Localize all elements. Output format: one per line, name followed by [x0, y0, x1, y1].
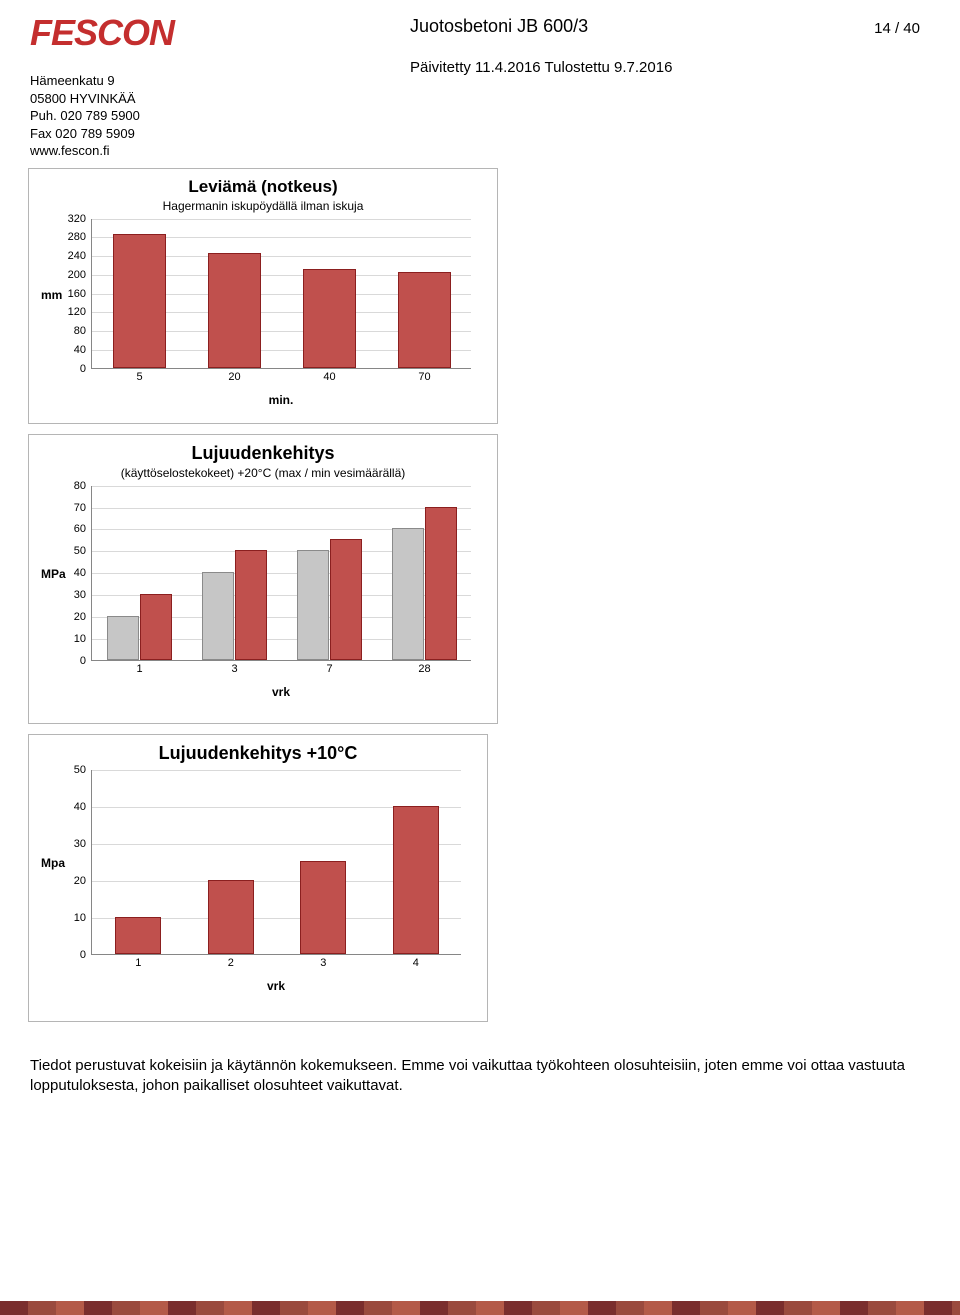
- address-line2: 05800 HYVINKÄÄ: [30, 90, 230, 108]
- x-tick: 3: [231, 660, 237, 675]
- bar: [425, 507, 457, 660]
- bar: [330, 539, 362, 659]
- y-tick: 320: [68, 213, 92, 225]
- chart-lujuudenkehitys-20c: Lujuudenkehitys (käyttöselostekokeet) +20…: [28, 434, 498, 724]
- plot-area: 040801201602002402803205204070: [91, 219, 471, 369]
- y-axis-label: MPa: [41, 567, 66, 581]
- y-tick: 70: [74, 502, 92, 514]
- x-tick: 3: [320, 954, 326, 969]
- gridline: [92, 508, 471, 509]
- y-tick: 120: [68, 306, 92, 318]
- y-tick: 40: [74, 567, 92, 579]
- address-line1: Hämeenkatu 9: [30, 72, 230, 90]
- chart-subtitle: (käyttöselostekokeet) +20°C (max / min v…: [39, 466, 487, 480]
- company-address: Hämeenkatu 9 05800 HYVINKÄÄ Puh. 020 789…: [30, 72, 230, 160]
- bar: [107, 616, 139, 660]
- doc-dates: Päivitetty 11.4.2016 Tulostettu 9.7.2016: [410, 59, 930, 76]
- x-tick: 1: [135, 954, 141, 969]
- y-tick: 20: [74, 611, 92, 623]
- y-tick: 80: [74, 480, 92, 492]
- logo-block: FESCON Hämeenkatu 9 05800 HYVINKÄÄ Puh. …: [30, 12, 230, 160]
- bar: [235, 550, 267, 659]
- bar: [202, 572, 234, 660]
- bar: [300, 861, 346, 954]
- x-tick: 40: [323, 368, 335, 383]
- charts-container: Leviämä (notkeus) Hagermanin iskupöydällä…: [0, 160, 960, 1022]
- y-tick: 50: [74, 545, 92, 557]
- y-tick: 50: [74, 764, 92, 776]
- x-tick: 7: [326, 660, 332, 675]
- x-tick: 70: [418, 368, 430, 383]
- bar: [113, 234, 165, 368]
- gridline: [92, 770, 461, 771]
- logo: FESCON: [30, 12, 230, 54]
- y-tick: 0: [80, 655, 92, 667]
- x-tick: 2: [228, 954, 234, 969]
- chart-title: Leviämä (notkeus): [39, 177, 487, 197]
- y-tick: 30: [74, 589, 92, 601]
- y-axis-label: Mpa: [41, 856, 65, 870]
- bar: [297, 550, 329, 659]
- page-number: 14 / 40: [874, 20, 920, 37]
- bar: [115, 917, 161, 954]
- y-tick: 200: [68, 269, 92, 281]
- bar: [208, 880, 254, 954]
- y-axis-label: mm: [41, 288, 62, 302]
- x-tick: 1: [136, 660, 142, 675]
- gridline: [92, 219, 471, 220]
- y-tick: 10: [74, 633, 92, 645]
- bar: [398, 272, 450, 368]
- disclaimer-text: Tiedot perustuvat kokeisiin ja käytännön…: [0, 1032, 960, 1097]
- x-axis-label: vrk: [91, 685, 471, 699]
- y-tick: 280: [68, 231, 92, 243]
- y-tick: 60: [74, 523, 92, 535]
- plot-area: 0102030405060708013728: [91, 486, 471, 661]
- bar: [208, 253, 260, 368]
- bar: [392, 528, 424, 659]
- y-tick: 30: [74, 838, 92, 850]
- x-tick: 20: [228, 368, 240, 383]
- x-axis-label: vrk: [91, 979, 461, 993]
- page-header: FESCON Hämeenkatu 9 05800 HYVINKÄÄ Puh. …: [0, 0, 960, 160]
- footer-strip: [0, 1301, 960, 1315]
- bar: [140, 594, 172, 660]
- y-tick: 0: [80, 363, 92, 375]
- website: www.fescon.fi: [30, 142, 230, 160]
- y-tick: 40: [74, 801, 92, 813]
- x-tick: 28: [418, 660, 430, 675]
- fax: Fax 020 789 5909: [30, 125, 230, 143]
- chart-title: Lujuudenkehitys: [39, 443, 487, 464]
- x-tick: 4: [413, 954, 419, 969]
- x-axis-label: min.: [91, 393, 471, 407]
- x-tick: 5: [136, 368, 142, 383]
- y-tick: 10: [74, 912, 92, 924]
- bar: [393, 806, 439, 954]
- y-tick: 240: [68, 250, 92, 262]
- chart-lujuudenkehitys-10c: Lujuudenkehitys +10°CMpa010203040501234v…: [28, 734, 488, 1022]
- y-tick: 160: [68, 288, 92, 300]
- doc-header: Juotosbetoni JB 600/3 Päivitetty 11.4.20…: [230, 12, 930, 160]
- bar: [303, 269, 355, 367]
- chart-leviama: Leviämä (notkeus) Hagermanin iskupöydällä…: [28, 168, 498, 424]
- phone: Puh. 020 789 5900: [30, 107, 230, 125]
- y-tick: 40: [74, 344, 92, 356]
- chart-title: Lujuudenkehitys +10°C: [39, 743, 477, 764]
- gridline: [92, 486, 471, 487]
- y-tick: 80: [74, 325, 92, 337]
- doc-title: Juotosbetoni JB 600/3: [410, 16, 930, 37]
- y-tick: 20: [74, 875, 92, 887]
- chart-subtitle: Hagermanin iskupöydällä ilman iskuja: [39, 199, 487, 213]
- plot-area: 010203040501234: [91, 770, 461, 955]
- y-tick: 0: [80, 949, 92, 961]
